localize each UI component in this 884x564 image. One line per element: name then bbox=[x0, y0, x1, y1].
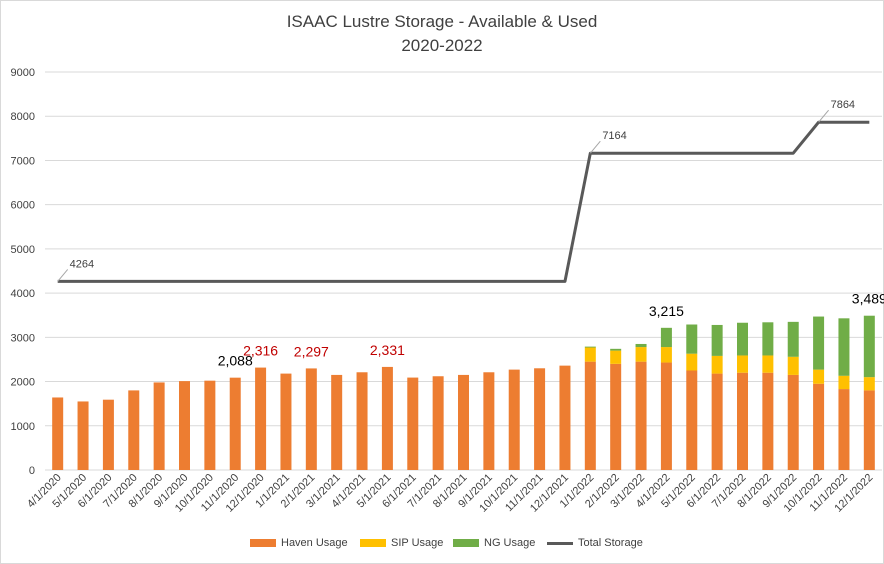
bar-ng-usage bbox=[711, 324, 723, 356]
y-tick-label: 6000 bbox=[11, 200, 35, 212]
bar-sip-usage bbox=[660, 347, 672, 363]
bar-haven-usage bbox=[762, 372, 774, 470]
bar-data-label: 2,331 bbox=[370, 342, 405, 358]
bar-haven-usage bbox=[52, 397, 64, 470]
legend-swatch bbox=[453, 539, 479, 547]
bar-haven-usage bbox=[458, 374, 469, 470]
bar-data-label: 2,316 bbox=[243, 343, 278, 359]
legend-label: SIP Usage bbox=[391, 537, 444, 549]
bar-haven-usage bbox=[483, 372, 495, 470]
bar-data-label: 3,489 bbox=[852, 291, 884, 307]
bar-data-label: 2,297 bbox=[294, 343, 329, 359]
y-tick-label: 0 bbox=[29, 465, 35, 477]
legend-swatch bbox=[250, 539, 276, 547]
bar-sip-usage bbox=[610, 350, 622, 364]
total-storage-line bbox=[57, 120, 870, 283]
bar-haven-usage bbox=[534, 368, 546, 470]
line-label-leader bbox=[57, 269, 69, 282]
line-label-leader bbox=[818, 109, 829, 123]
y-tick-label: 4000 bbox=[11, 288, 35, 300]
bar-haven-usage bbox=[686, 370, 698, 470]
bar-haven-usage bbox=[280, 373, 292, 470]
bar-ng-usage bbox=[737, 322, 748, 356]
bar-sip-usage bbox=[762, 355, 774, 373]
bar-haven-usage bbox=[863, 390, 875, 470]
bar-haven-usage bbox=[102, 399, 114, 470]
bar-sip-usage bbox=[635, 347, 647, 362]
bar-sip-usage bbox=[863, 377, 875, 391]
y-tick-label: 8000 bbox=[11, 111, 35, 123]
bar-haven-usage bbox=[584, 361, 596, 470]
bar-haven-usage bbox=[204, 380, 216, 470]
bar-ng-usage bbox=[686, 324, 698, 354]
y-tick-label: 2000 bbox=[11, 377, 35, 389]
bar-ng-usage bbox=[787, 321, 799, 357]
legend-swatch bbox=[547, 541, 573, 545]
bar-haven-usage bbox=[711, 373, 723, 470]
bar-haven-usage bbox=[407, 377, 419, 470]
chart-subtitle: 2020-2022 bbox=[401, 36, 483, 55]
bar-sip-usage bbox=[838, 375, 850, 390]
legend-label: Total Storage bbox=[578, 537, 643, 549]
bar-haven-usage bbox=[255, 367, 267, 470]
legend-item-total: Total Storage bbox=[547, 537, 643, 549]
y-tick-label: 7000 bbox=[11, 155, 35, 167]
y-tick-label: 9000 bbox=[11, 67, 35, 79]
bar-ng-usage bbox=[660, 327, 672, 348]
y-tick-label: 3000 bbox=[11, 332, 35, 344]
bar-sip-usage bbox=[584, 347, 596, 362]
legend-item-haven: Haven Usage bbox=[250, 537, 348, 549]
line-label-leader bbox=[589, 140, 601, 154]
bar-ng-usage bbox=[813, 316, 825, 370]
bar-ng-usage bbox=[635, 343, 647, 348]
bar-ng-usage bbox=[610, 348, 622, 351]
bar-sip-usage bbox=[737, 355, 748, 373]
bar-sip-usage bbox=[787, 356, 799, 375]
line-data-label: 7864 bbox=[831, 99, 855, 111]
bar-haven-usage bbox=[381, 366, 393, 470]
bar-haven-usage bbox=[331, 374, 343, 470]
bar-haven-usage bbox=[508, 369, 520, 470]
legend-label: Haven Usage bbox=[281, 537, 348, 549]
bar-ng-usage bbox=[584, 346, 596, 348]
bar-haven-usage bbox=[128, 390, 140, 470]
legend-item-ng: NG Usage bbox=[453, 537, 535, 549]
legend-swatch bbox=[360, 539, 386, 547]
bar-sip-usage bbox=[686, 353, 698, 371]
bar-haven-usage bbox=[838, 389, 850, 470]
chart-title: ISAAC Lustre Storage - Available & Used bbox=[286, 12, 598, 31]
chart-legend: Haven Usage SIP Usage NG Usage Total Storag… bbox=[0, 537, 884, 553]
bar-haven-usage bbox=[787, 374, 799, 470]
line-data-label: 4264 bbox=[70, 258, 94, 270]
legend-item-sip: SIP Usage bbox=[360, 537, 443, 549]
legend-label: NG Usage bbox=[484, 537, 536, 549]
bar-haven-usage bbox=[229, 377, 241, 470]
y-tick-label: 1000 bbox=[11, 421, 35, 433]
y-tick-label: 5000 bbox=[11, 244, 35, 256]
bar-haven-usage bbox=[813, 383, 825, 470]
bar-ng-usage bbox=[838, 318, 850, 376]
bar-haven-usage bbox=[660, 362, 672, 470]
bar-haven-usage bbox=[432, 376, 444, 470]
bar-haven-usage bbox=[305, 368, 317, 470]
bar-sip-usage bbox=[711, 355, 723, 374]
bar-ng-usage bbox=[762, 322, 774, 356]
bar-data-label: 2,088 bbox=[218, 353, 253, 369]
bar-ng-usage bbox=[863, 315, 875, 378]
bar-haven-usage bbox=[179, 381, 190, 470]
bar-haven-usage bbox=[737, 372, 748, 470]
line-data-label: 7164 bbox=[602, 130, 626, 142]
bar-data-label: 3,215 bbox=[649, 303, 684, 319]
bar-haven-usage bbox=[635, 361, 647, 470]
bar-sip-usage bbox=[813, 369, 825, 384]
bar-haven-usage bbox=[356, 372, 368, 470]
bar-haven-usage bbox=[77, 401, 89, 470]
bar-haven-usage bbox=[559, 365, 571, 470]
bar-haven-usage bbox=[610, 363, 622, 470]
bar-haven-usage bbox=[153, 382, 165, 470]
